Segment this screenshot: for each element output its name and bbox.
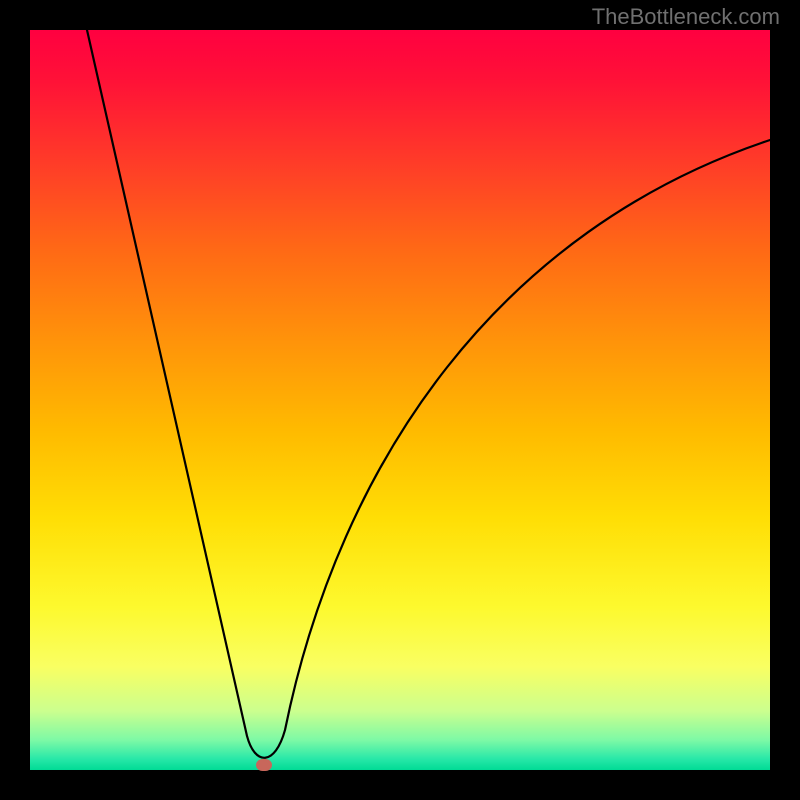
minimum-marker [256,759,272,771]
watermark-text: TheBottleneck.com [592,4,780,30]
bottleneck-curve [30,30,770,770]
curve-path [87,30,770,758]
chart-frame: TheBottleneck.com [0,0,800,800]
plot-area [30,30,770,770]
